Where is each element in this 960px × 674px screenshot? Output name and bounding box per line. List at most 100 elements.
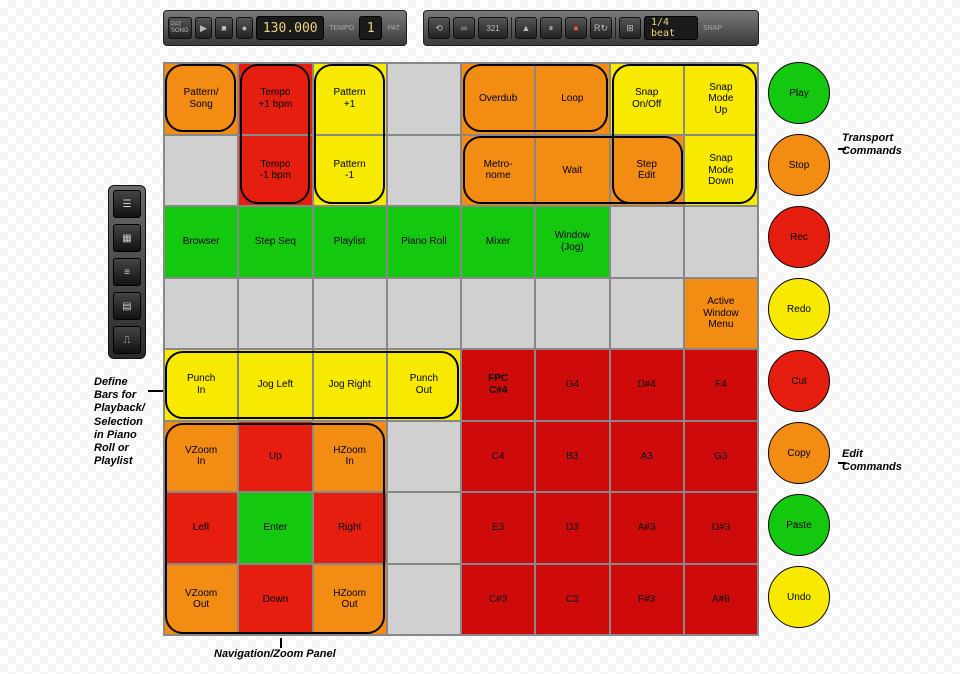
grid-cell-snap-mode-up[interactable]: Snap Mode Up bbox=[684, 63, 758, 135]
grid-cell-empty bbox=[387, 421, 461, 493]
grid-cell-empty bbox=[238, 278, 312, 350]
grid-cell-wait[interactable]: Wait bbox=[535, 135, 609, 207]
pattern-display[interactable]: 1 bbox=[359, 16, 382, 40]
stepedit-icon[interactable]: R↻ bbox=[590, 17, 612, 39]
circle-copy[interactable]: Copy bbox=[768, 422, 830, 484]
transport-toolbar: PAT SONG ▶ ■ ● 130.000 TEMPO 1 PAT bbox=[163, 10, 407, 46]
loop-icon[interactable]: ∞ bbox=[453, 17, 475, 39]
stepseq-icon[interactable]: ▦ bbox=[113, 224, 141, 252]
grid-cell-g3[interactable]: G3 bbox=[684, 421, 758, 493]
grid-cell-empty bbox=[387, 278, 461, 350]
grid-cell-tempo-1-bpm[interactable]: Tempo +1 bpm bbox=[238, 63, 312, 135]
grid-cell-a-8[interactable]: A#8 bbox=[684, 564, 758, 636]
tempo-label: TEMPO bbox=[329, 25, 354, 32]
grid-cell-hzoom-out[interactable]: HZoom Out bbox=[313, 564, 387, 636]
grid-cell-vzoom-in[interactable]: VZoom In bbox=[164, 421, 238, 493]
grid-cell-punch-in[interactable]: Punch In bbox=[164, 349, 238, 421]
window-shortcut-dock: ☰ ▦ ≡ ▤ ⎍ bbox=[108, 185, 146, 359]
snap-toggle-icon[interactable]: ⊞ bbox=[619, 17, 641, 39]
grid-cell-browser[interactable]: Browser bbox=[164, 206, 238, 278]
grid-cell-d-4[interactable]: D#4 bbox=[610, 349, 684, 421]
grid-cell-right[interactable]: Right bbox=[313, 492, 387, 564]
grid-cell-jog-right[interactable]: Jog Right bbox=[313, 349, 387, 421]
circle-cut[interactable]: Cut bbox=[768, 350, 830, 412]
mixer-icon[interactable]: ⎍ bbox=[113, 326, 141, 354]
grid-cell-pattern-1[interactable]: Pattern +1 bbox=[313, 63, 387, 135]
grid-cell-empty bbox=[461, 278, 535, 350]
grid-cell-empty bbox=[535, 278, 609, 350]
wait-icon[interactable]: ⏸ bbox=[540, 17, 562, 39]
grid-cell-metro-nome[interactable]: Metro- nome bbox=[461, 135, 535, 207]
grid-cell-b3[interactable]: B3 bbox=[535, 421, 609, 493]
grid-cell-piano-roll[interactable]: Piano Roll bbox=[387, 206, 461, 278]
grid-cell-empty bbox=[387, 135, 461, 207]
grid-cell-f4[interactable]: F4 bbox=[684, 349, 758, 421]
grid-cell-vzoom-out[interactable]: VZoom Out bbox=[164, 564, 238, 636]
command-circles: Play Stop Rec Redo Cut Copy Paste Undo bbox=[768, 62, 832, 628]
snap-display[interactable]: 1/4 beat bbox=[644, 16, 698, 40]
grid-cell-snap-on-off[interactable]: Snap On/Off bbox=[610, 63, 684, 135]
leader-line bbox=[838, 462, 846, 464]
controller-grid: Pattern/ SongTempo +1 bpmPattern +1 Overd… bbox=[163, 62, 759, 636]
grid-cell-playlist[interactable]: Playlist bbox=[313, 206, 387, 278]
grid-cell-up[interactable]: Up bbox=[238, 421, 312, 493]
grid-cell-step-seq[interactable]: Step Seq bbox=[238, 206, 312, 278]
grid-cell-empty bbox=[387, 492, 461, 564]
stop-icon[interactable]: ■ bbox=[215, 17, 233, 39]
circle-rec[interactable]: Rec bbox=[768, 206, 830, 268]
grid-cell-empty bbox=[610, 278, 684, 350]
grid-cell-hzoom-in[interactable]: HZoom In bbox=[313, 421, 387, 493]
grid-cell-overdub[interactable]: Overdub bbox=[461, 63, 535, 135]
grid-cell-f-3[interactable]: F#3 bbox=[610, 564, 684, 636]
circle-stop[interactable]: Stop bbox=[768, 134, 830, 196]
grid-cell-empty bbox=[313, 278, 387, 350]
grid-cell-mixer[interactable]: Mixer bbox=[461, 206, 535, 278]
grid-cell-punch-out[interactable]: Punch Out bbox=[387, 349, 461, 421]
grid-cell-a-3[interactable]: A#3 bbox=[610, 492, 684, 564]
grid-cell-step-edit[interactable]: Step Edit bbox=[610, 135, 684, 207]
grid-cell-c3[interactable]: C3 bbox=[535, 564, 609, 636]
leader-line bbox=[838, 148, 846, 150]
grid-cell-a3[interactable]: A3 bbox=[610, 421, 684, 493]
grid-cell-left[interactable]: Left bbox=[164, 492, 238, 564]
countdown-icon[interactable]: 321 bbox=[478, 17, 508, 39]
grid-cell-empty bbox=[610, 206, 684, 278]
overdub-icon[interactable]: ⟲ bbox=[428, 17, 450, 39]
grid-cell-d3[interactable]: D3 bbox=[535, 492, 609, 564]
pat-song-toggle[interactable]: PAT SONG bbox=[168, 17, 192, 39]
grid-cell-tempo-1-bpm[interactable]: Tempo -1 bpm bbox=[238, 135, 312, 207]
pianoroll-icon[interactable]: ▤ bbox=[113, 292, 141, 320]
grid-cell-active-window-menu[interactable]: Active Window Menu bbox=[684, 278, 758, 350]
pat-label: PAT bbox=[387, 25, 400, 32]
tempo-display[interactable]: 130.000 bbox=[256, 16, 324, 40]
record-arm-icon[interactable]: ● bbox=[565, 17, 587, 39]
grid-cell-c-3[interactable]: C#3 bbox=[461, 564, 535, 636]
circle-undo[interactable]: Undo bbox=[768, 566, 830, 628]
grid-cell-c4[interactable]: C4 bbox=[461, 421, 535, 493]
caption-edit: Edit Commands bbox=[842, 448, 902, 474]
circle-paste[interactable]: Paste bbox=[768, 494, 830, 556]
browser-icon[interactable]: ☰ bbox=[113, 190, 141, 218]
grid-cell-down[interactable]: Down bbox=[238, 564, 312, 636]
grid-cell-e3[interactable]: E3 bbox=[461, 492, 535, 564]
circle-play[interactable]: Play bbox=[768, 62, 830, 124]
grid-cell-snap-mode-down[interactable]: Snap Mode Down bbox=[684, 135, 758, 207]
caption-transport: Transport Commands bbox=[842, 132, 902, 158]
grid-cell-enter[interactable]: Enter bbox=[238, 492, 312, 564]
grid-cell-g4[interactable]: G4 bbox=[535, 349, 609, 421]
play-icon[interactable]: ▶ bbox=[195, 17, 213, 39]
grid-cell-loop[interactable]: Loop bbox=[535, 63, 609, 135]
grid-cell-empty bbox=[387, 63, 461, 135]
leader-line bbox=[148, 390, 163, 392]
grid-cell-pattern-1[interactable]: Pattern -1 bbox=[313, 135, 387, 207]
grid-cell-d-3[interactable]: D#3 bbox=[684, 492, 758, 564]
grid-cell-window-jog[interactable]: Window (Jog) bbox=[535, 206, 609, 278]
leader-line bbox=[280, 638, 282, 648]
grid-cell-jog-left[interactable]: Jog Left bbox=[238, 349, 312, 421]
grid-cell-pattern-song[interactable]: Pattern/ Song bbox=[164, 63, 238, 135]
metronome-icon[interactable]: ▲ bbox=[515, 17, 537, 39]
grid-cell-fpc-c-4[interactable]: FPC C#4 bbox=[461, 349, 535, 421]
circle-redo[interactable]: Redo bbox=[768, 278, 830, 340]
record-icon[interactable]: ● bbox=[236, 17, 254, 39]
playlist-icon[interactable]: ≡ bbox=[113, 258, 141, 286]
